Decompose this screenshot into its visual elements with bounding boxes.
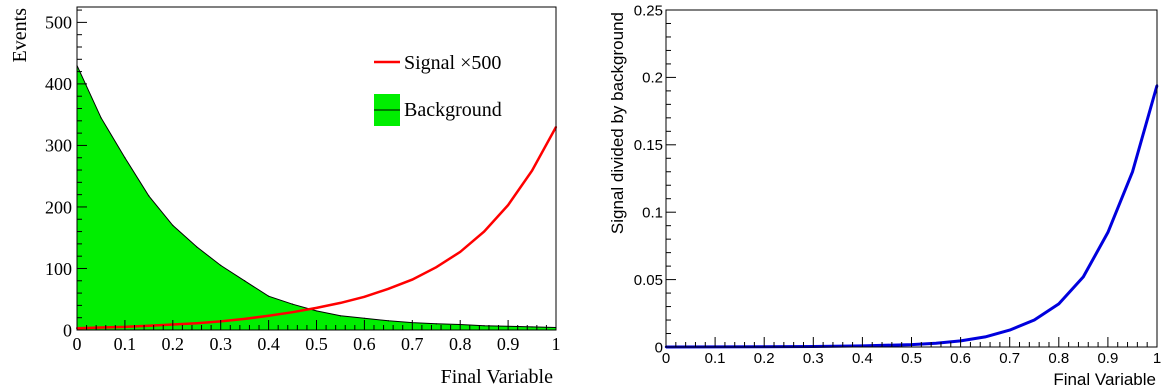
y-tick-label: 100 [45, 259, 72, 279]
signal-point [387, 287, 390, 290]
ratio-point [1131, 170, 1134, 173]
ratio-point [1008, 328, 1011, 332]
legend-signal-label: Signal ×500 [404, 52, 501, 74]
x-tick-label: 0 [73, 334, 82, 354]
signal-point [291, 311, 294, 314]
legend-background-label: Background [404, 99, 502, 121]
y-tick-label: 400 [45, 74, 72, 94]
x-tick-label: 0.6 [950, 350, 971, 367]
background-point [387, 320, 389, 322]
ratio-point [1082, 275, 1085, 279]
y-tick-label: 300 [45, 136, 72, 156]
background-point [124, 157, 126, 159]
left-chart: 0 0.1 0.2 0.3 0.4 0.5 0.6 0.7 0.8 0.9 1 0 100 200 300… [9, 6, 561, 388]
background-point [291, 303, 294, 305]
y-tick-label: 0.1 [642, 204, 663, 221]
x-tick-label: 0.7 [401, 334, 424, 354]
x-tick-label: 0.7 [999, 350, 1020, 367]
background-point [220, 264, 222, 266]
x-tick-label: 0.2 [162, 334, 185, 354]
background-point [435, 323, 437, 325]
background-area [77, 65, 556, 331]
x-tick-label: 0.9 [1097, 350, 1118, 367]
ratio-point [983, 335, 987, 339]
ratio-point [934, 342, 938, 345]
signal-point [363, 295, 366, 298]
x-tick-label: 0.3 [209, 334, 232, 354]
ratio-point [1106, 231, 1110, 234]
x-tick-label: 0.4 [257, 334, 280, 354]
legend: Signal ×500 Background [374, 52, 502, 126]
y-tick-label: 0.15 [634, 137, 663, 154]
right-y-axis-label: Signal divided by background [608, 12, 627, 234]
right-plot-area [664, 84, 1159, 349]
right-plot-frame [665, 9, 1158, 348]
ratio-point [1057, 302, 1061, 306]
signal-point [267, 314, 270, 317]
signal-point [339, 301, 342, 304]
background-point [196, 246, 198, 248]
x-tick-label: 1 [1153, 350, 1161, 367]
x-tick-label: 0.8 [449, 334, 472, 354]
signal-point [195, 322, 198, 325]
y-tick-label: 0.05 [634, 272, 663, 289]
y-tick-label: 0.25 [634, 2, 663, 19]
background-point [100, 117, 102, 119]
signal-point [411, 278, 414, 281]
y-tick-label: 0 [63, 320, 72, 340]
background-point [483, 325, 485, 327]
x-tick-label: 0.5 [901, 350, 922, 367]
x-tick-label: 0.8 [1048, 350, 1069, 367]
signal-point [315, 306, 318, 309]
ratio-line [665, 85, 1159, 349]
right-x-axis-label: Final Variable [1053, 370, 1156, 388]
background-point [315, 310, 318, 312]
left-y-axis-label: Events [9, 8, 31, 63]
y-tick-label: 0 [655, 339, 663, 356]
x-tick-label: 0.1 [114, 334, 137, 354]
x-tick-label: 0.6 [353, 334, 376, 354]
left-x-axis-label: Final Variable [441, 366, 554, 388]
x-tick-label: 0.9 [497, 334, 520, 354]
x-tick-label: 1 [552, 334, 561, 354]
ratio-point [1033, 318, 1036, 322]
right-chart: 0 0.1 0.2 0.3 0.4 0.5 0.6 0.7 0.8 0.9 1 0 0.05 0.1 0.… [608, 2, 1161, 388]
x-tick-label: 0.4 [852, 350, 873, 367]
left-x-axis: 0 0.1 0.2 0.3 0.4 0.5 0.6 0.7 0.8 0.9 1 [73, 320, 561, 354]
background-point [148, 195, 150, 197]
background-point [268, 295, 270, 297]
right-y-axis: 0 0.05 0.1 0.15 0.2 0.25 [634, 2, 676, 356]
signal-point [531, 169, 534, 172]
signal-point [147, 324, 150, 327]
signal-point [483, 230, 486, 233]
background-point [172, 224, 174, 227]
x-tick-label: 0 [662, 350, 670, 367]
y-tick-label: 500 [45, 13, 72, 33]
background-point [363, 317, 365, 319]
signal-point [99, 326, 102, 329]
background-point [531, 326, 533, 328]
x-tick-label: 0.5 [305, 334, 328, 354]
signal-point [243, 317, 246, 320]
x-tick-label: 0.3 [803, 350, 824, 367]
signal-point [507, 204, 510, 207]
background-point [244, 280, 246, 282]
y-tick-label: 0.2 [642, 70, 663, 87]
x-tick-label: 0.2 [754, 350, 775, 367]
right-x-axis: 0 0.1 0.2 0.3 0.4 0.5 0.6 0.7 0.8 0.9 1 [662, 337, 1161, 367]
x-tick-label: 0.1 [705, 350, 726, 367]
y-tick-label: 200 [45, 197, 72, 217]
signal-point [459, 250, 462, 253]
signal-point [435, 266, 438, 269]
background-point [339, 315, 342, 317]
left-y-axis: 0 100 200 300 400 500 [45, 9, 87, 340]
